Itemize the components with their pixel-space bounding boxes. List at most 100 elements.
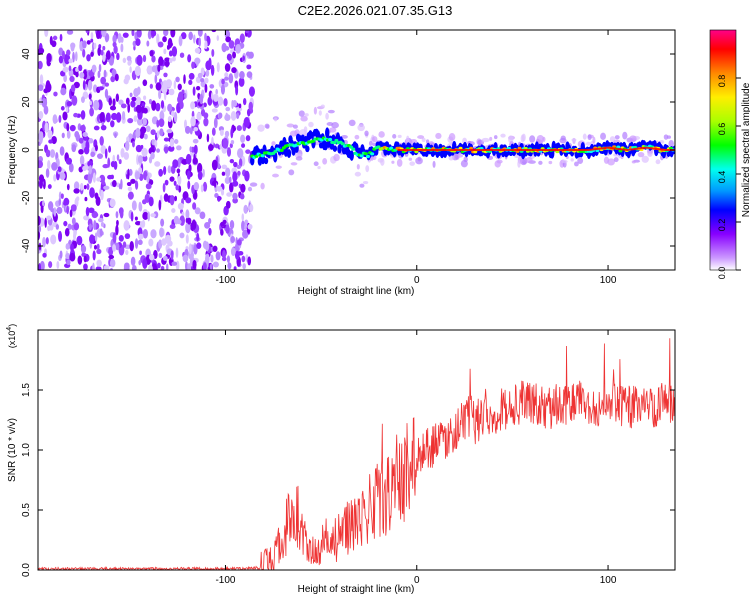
noise-speck: [83, 255, 87, 263]
noise-speck: [232, 192, 238, 200]
noise-speck: [233, 161, 238, 168]
noise-speck: [92, 250, 96, 261]
noise-speck: [135, 38, 141, 47]
noise-speck: [126, 182, 132, 187]
noise-speck: [130, 256, 136, 267]
noise-speck: [112, 98, 116, 107]
noise-speck: [89, 107, 94, 117]
noise-speck: [121, 110, 126, 121]
noise-speck: [99, 136, 104, 146]
noise-speck: [213, 177, 217, 188]
noise-speck: [236, 148, 244, 159]
noise-speck: [123, 262, 130, 270]
noise-speck: [236, 164, 242, 170]
noise-speck: [193, 126, 199, 132]
noise-speck: [82, 132, 88, 138]
noise-speck: [171, 261, 178, 266]
noise-speck: [246, 64, 252, 70]
noise-speck: [162, 255, 168, 261]
noise-speck: [190, 101, 196, 110]
noise-speck: [151, 30, 157, 37]
noise-speck: [139, 250, 142, 255]
noise-speck: [202, 262, 207, 270]
noise-speck: [88, 138, 94, 144]
noise-speck: [178, 35, 183, 47]
signal-halo: [348, 119, 356, 127]
noise-speck: [96, 259, 102, 267]
noise-speck: [71, 217, 76, 225]
noise-speck: [69, 209, 73, 218]
noise-speck: [146, 40, 150, 47]
colorbar-ticks: 0.0 0.2 0.4 0.6 0.8: [717, 75, 741, 279]
noise-speck: [110, 160, 116, 168]
noise-speck: [65, 243, 70, 250]
signal-halo: [570, 158, 574, 162]
noise-speck: [164, 60, 170, 67]
noise-speck: [192, 86, 196, 96]
noise-speck: [158, 239, 163, 249]
noise-speck: [150, 152, 155, 160]
noise-speck: [65, 252, 71, 260]
signal-halo: [525, 157, 533, 164]
noise-speck: [194, 47, 201, 54]
signal-band: [332, 145, 338, 152]
noise-speck: [38, 110, 44, 120]
signal-halo: [410, 138, 418, 145]
noise-speck: [224, 63, 231, 72]
noise-speck: [100, 49, 104, 56]
noise-speck: [80, 245, 87, 253]
signal-halo: [272, 173, 279, 178]
noise-speck: [131, 200, 137, 211]
noise-speck: [127, 191, 134, 200]
noise-speck: [144, 193, 150, 203]
noise-speck: [197, 72, 203, 79]
signal-halo: [481, 137, 490, 143]
noise-speck: [120, 103, 127, 109]
noise-speck: [209, 263, 213, 270]
signal-band: [325, 127, 330, 139]
noise-speck: [103, 212, 110, 218]
noise-speck: [163, 30, 169, 37]
noise-speck: [73, 181, 80, 191]
noise-speck: [165, 79, 173, 88]
noise-speck: [118, 183, 122, 190]
signal-halo: [622, 131, 628, 140]
noise-speck: [99, 111, 105, 123]
noise-speck: [66, 123, 70, 132]
noise-speck: [38, 160, 44, 169]
noise-speck: [217, 195, 221, 202]
noise-speck: [92, 262, 95, 270]
noise-speck: [216, 35, 220, 41]
snr-series: [38, 338, 675, 570]
noise-speck: [44, 217, 47, 228]
noise-speck: [157, 262, 161, 269]
snr-exponent-base: (x10: [7, 331, 17, 349]
noise-speck: [247, 186, 253, 192]
noise-speck: [71, 144, 77, 153]
noise-speck: [100, 222, 105, 227]
noise-speck: [149, 83, 153, 89]
noise-speck: [187, 217, 192, 225]
noise-speck: [108, 254, 115, 260]
snr-frame: [37, 329, 676, 571]
noise-speck: [180, 32, 187, 40]
noise-speck: [93, 245, 97, 250]
noise-speck: [96, 248, 102, 255]
signal-halo: [359, 183, 365, 188]
noise-speck: [59, 146, 65, 156]
noise-speck: [151, 55, 156, 63]
noise-speck: [55, 224, 60, 230]
noise-speck: [109, 105, 117, 111]
noise-speck: [115, 242, 120, 251]
noise-speck: [96, 153, 104, 159]
noise-speck: [38, 60, 43, 70]
noise-speck: [239, 71, 245, 79]
noise-speck: [135, 144, 143, 153]
noise-speck: [38, 225, 42, 233]
noise-speck: [177, 83, 182, 91]
signal-core: [328, 137, 333, 142]
noise-speck: [85, 140, 90, 151]
signal-halo: [428, 141, 434, 146]
noise-speck: [185, 153, 192, 165]
signal-halo: [396, 158, 403, 167]
